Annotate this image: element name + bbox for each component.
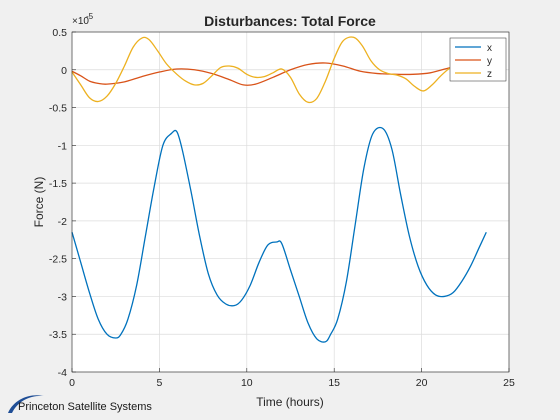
brand-name: Princeton Satellite Systems — [18, 401, 152, 413]
y-exponent-power: -5 — [86, 12, 94, 21]
x-tick-label: 10 — [241, 377, 253, 389]
axes-box — [71, 31, 510, 373]
legend-label-x: x — [487, 43, 492, 54]
x-tick-label: 20 — [416, 377, 428, 389]
brand-logo: Princeton Satellite Systems — [6, 391, 166, 417]
x-tick-label: 5 — [156, 377, 162, 389]
series-layer — [71, 36, 487, 343]
chart-title: Disturbances: Total Force — [204, 13, 376, 29]
x-axis-label: Time (hours) — [256, 395, 324, 409]
series-line-z — [71, 36, 487, 104]
y-tick-label: 0.5 — [52, 27, 67, 39]
y-tick-label: -3 — [58, 291, 67, 303]
x-tick-label: 0 — [69, 377, 75, 389]
axes-background — [72, 32, 509, 372]
legend-label-z: z — [487, 69, 492, 80]
y-tick-label: -2.5 — [49, 254, 67, 266]
legend[interactable]: xyz — [449, 37, 507, 82]
y-tick-label: -4 — [58, 367, 67, 379]
x-tick-label: 15 — [328, 377, 340, 389]
y-axis-label: Force (N) — [32, 177, 46, 228]
y-tick-label: -3.5 — [49, 329, 67, 341]
legend-label-y: y — [487, 56, 492, 67]
y-tick-label: -1.5 — [49, 178, 67, 190]
y-tick-label: -2 — [58, 216, 67, 228]
ticks: 0 5 10 15 20 25 -4 -3.5 -3 -2.5 -2 -1.5 -1 -0.5 0 0.5 — [49, 27, 515, 389]
swoosh-icon — [8, 395, 44, 413]
x-tick-label: 25 — [503, 377, 515, 389]
y-exponent-base: ×10 — [72, 16, 89, 27]
y-tick-label: -0.5 — [49, 103, 67, 115]
y-tick-label: -1 — [58, 140, 67, 152]
y-tick-label: 0 — [61, 65, 67, 77]
series-line-x — [71, 126, 487, 343]
